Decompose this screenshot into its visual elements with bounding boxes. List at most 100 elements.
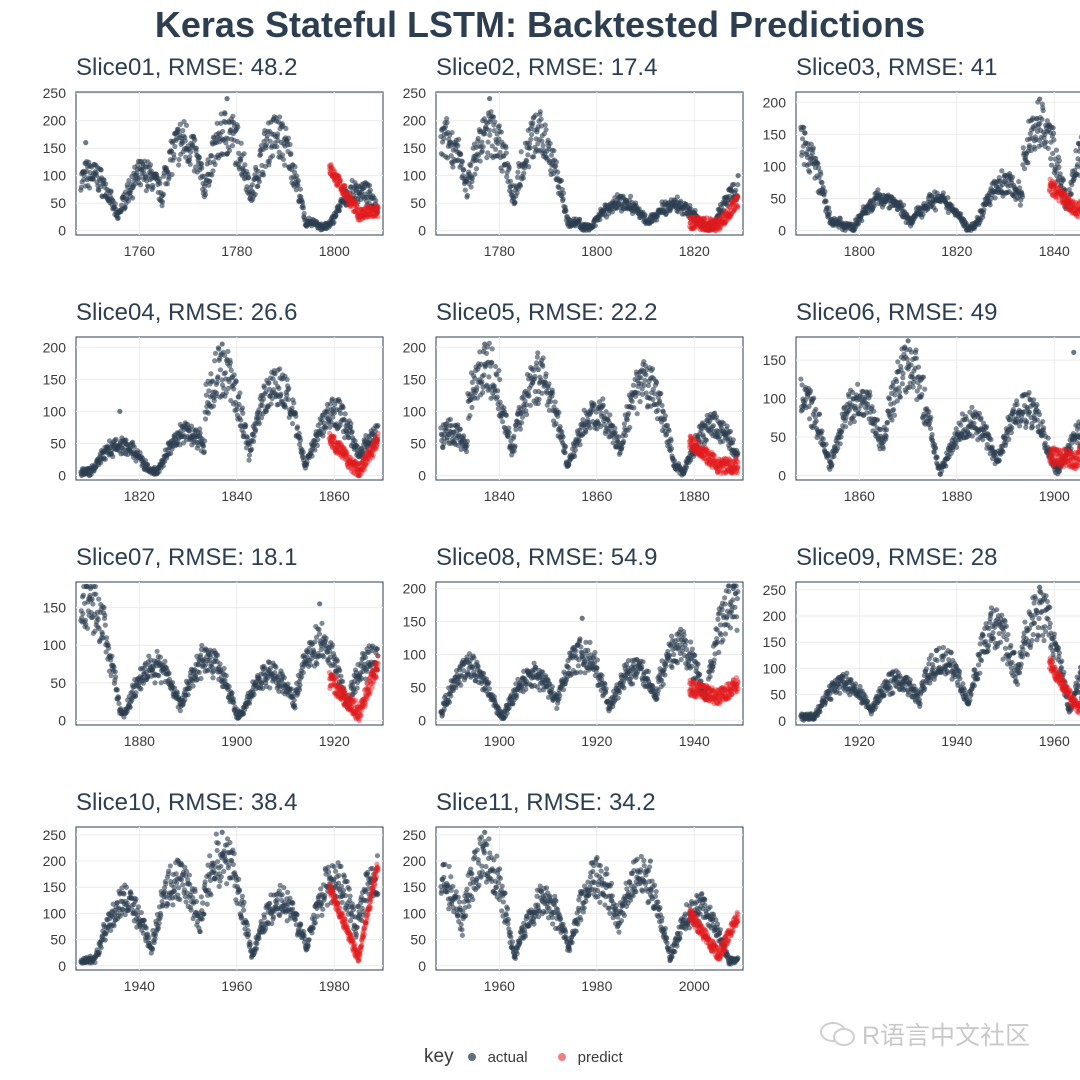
actual-point bbox=[1026, 143, 1033, 149]
predict-point bbox=[365, 211, 371, 217]
actual-point bbox=[137, 450, 143, 456]
predict-point bbox=[726, 213, 733, 219]
predict-point bbox=[708, 449, 715, 455]
actual-point bbox=[886, 396, 893, 402]
predict-point bbox=[1072, 201, 1078, 208]
actual-point bbox=[520, 175, 526, 181]
predict-point bbox=[693, 224, 699, 230]
predict-point bbox=[342, 451, 349, 457]
predict-point bbox=[359, 460, 366, 467]
predict-point bbox=[338, 186, 344, 192]
actual-point bbox=[223, 390, 229, 396]
predict-point bbox=[375, 213, 381, 220]
actual-point bbox=[992, 195, 998, 201]
predict-point bbox=[689, 438, 695, 444]
actual-point bbox=[284, 376, 290, 383]
predict-point bbox=[374, 436, 380, 442]
predict-point bbox=[345, 190, 351, 196]
actual-point bbox=[441, 136, 447, 142]
predict-point bbox=[328, 441, 334, 448]
predict-point bbox=[705, 448, 711, 454]
actual-point bbox=[294, 173, 300, 179]
predict-point bbox=[719, 213, 726, 219]
predict-point bbox=[1070, 198, 1076, 204]
actual-point bbox=[627, 193, 634, 199]
actual-point bbox=[1056, 158, 1062, 164]
predict-point bbox=[699, 454, 705, 460]
actual-point bbox=[1020, 162, 1026, 168]
actual-point bbox=[489, 143, 495, 149]
actual-point bbox=[826, 209, 833, 215]
actual-point bbox=[724, 423, 730, 429]
actual-point bbox=[212, 350, 219, 356]
predict-point bbox=[350, 461, 356, 467]
actual-point bbox=[1025, 160, 1031, 166]
actual-point bbox=[186, 428, 192, 434]
predict-point bbox=[353, 209, 359, 215]
predict-point bbox=[726, 210, 732, 216]
actual-point bbox=[278, 391, 284, 397]
facet-panel: Slice03, RMSE: 41 0 50 100 150 200 1800 1820 184… bbox=[756, 54, 1080, 259]
predict-point bbox=[348, 458, 354, 464]
actual-point bbox=[872, 421, 878, 427]
predict-point bbox=[370, 452, 376, 458]
actual-point bbox=[287, 141, 293, 148]
actual-point bbox=[851, 413, 857, 419]
actual-point bbox=[621, 421, 627, 427]
predict-point bbox=[1073, 207, 1079, 213]
actual-point bbox=[547, 140, 553, 147]
predict-point bbox=[334, 181, 340, 188]
actual-point bbox=[202, 438, 208, 444]
predict-point bbox=[338, 450, 344, 456]
actual-point bbox=[811, 395, 817, 401]
actual-point bbox=[284, 392, 290, 398]
actual-point bbox=[517, 183, 524, 189]
actual-point bbox=[90, 176, 96, 182]
predict-point bbox=[726, 212, 732, 218]
predict-point bbox=[724, 460, 730, 466]
predict-point bbox=[733, 470, 739, 476]
actual-point bbox=[660, 409, 666, 415]
predict-point bbox=[341, 182, 347, 189]
predict-point bbox=[711, 458, 717, 464]
predict-point bbox=[363, 210, 370, 216]
predict-point bbox=[690, 225, 697, 232]
predict-point bbox=[353, 205, 359, 211]
predict-point bbox=[734, 195, 740, 201]
predict-point bbox=[344, 192, 350, 198]
predict-point bbox=[707, 453, 714, 459]
actual-point bbox=[1060, 177, 1067, 183]
predict-point bbox=[734, 202, 740, 209]
actual-point bbox=[503, 412, 509, 418]
predict-point bbox=[373, 443, 379, 449]
predict-point bbox=[706, 220, 712, 226]
actual-point bbox=[197, 430, 203, 436]
predict-series bbox=[686, 193, 741, 234]
predict-point bbox=[694, 218, 700, 225]
actual-point bbox=[209, 378, 216, 384]
predict-point bbox=[347, 461, 353, 467]
predict-point bbox=[334, 450, 340, 456]
predict-point bbox=[703, 220, 709, 226]
predict-point bbox=[708, 453, 714, 459]
actual-point bbox=[180, 127, 186, 134]
actual-point bbox=[477, 349, 483, 355]
predict-point bbox=[352, 208, 359, 215]
actual-point bbox=[277, 366, 283, 372]
predict-point bbox=[701, 215, 707, 221]
actual-point bbox=[482, 341, 488, 347]
predict-point bbox=[703, 446, 709, 453]
actual-point bbox=[731, 181, 737, 187]
predict-point bbox=[705, 457, 711, 463]
predict-point bbox=[339, 184, 345, 190]
actual-point bbox=[86, 185, 93, 191]
predict-point bbox=[373, 206, 379, 212]
actual-point bbox=[285, 397, 291, 403]
predict-point bbox=[722, 208, 728, 214]
predict-point bbox=[334, 440, 340, 446]
predict-point bbox=[708, 459, 714, 465]
predict-point bbox=[1049, 181, 1055, 187]
x-tick-label: 1840 bbox=[1039, 243, 1070, 259]
actual-point bbox=[181, 119, 187, 125]
predict-point bbox=[1058, 191, 1064, 197]
